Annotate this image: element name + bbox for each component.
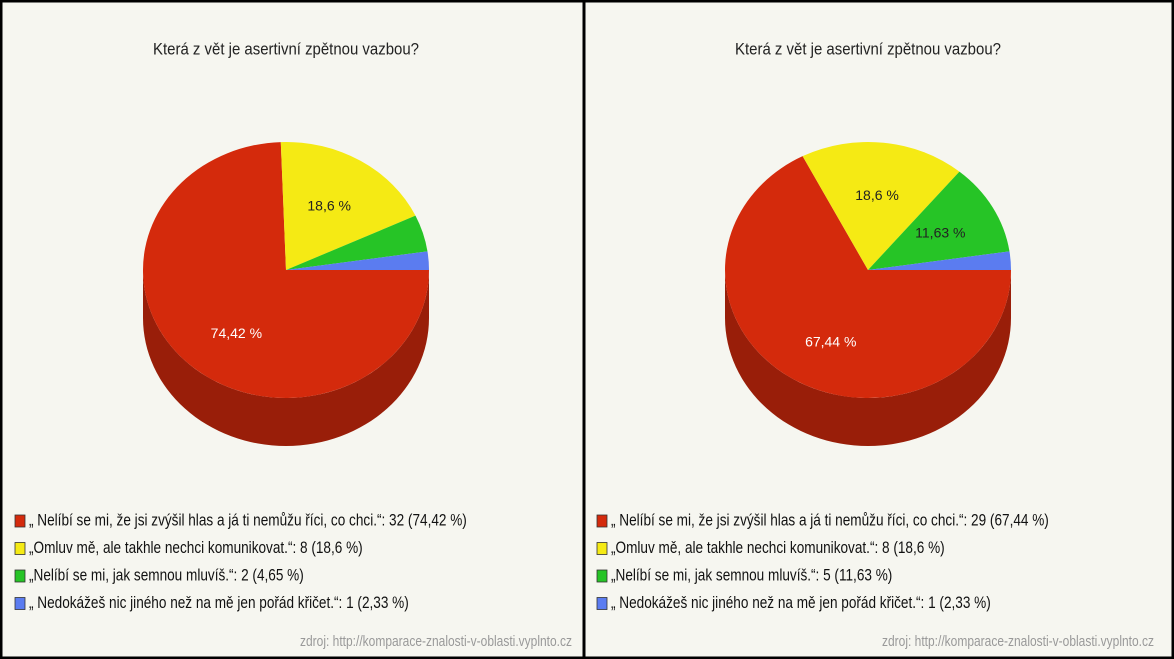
legend-swatch: [14, 597, 26, 610]
slice-label: 18,6 %: [855, 187, 899, 203]
source: zdroj: http://komparace-znalosti-v-oblas…: [882, 633, 1154, 650]
slice: [280, 142, 416, 270]
source: zdroj: http://komparace-znalosti-v-oblas…: [300, 633, 572, 650]
source-group: zdroj: http://komparace-znalosti-v-oblas…: [300, 633, 572, 650]
slice-side: [143, 270, 429, 446]
slice: [143, 142, 430, 398]
legend-swatch: [14, 569, 26, 583]
chart-title: Která z vět je asertivní zpětnou vazbou?: [735, 41, 1001, 59]
legend-label: „ Nedokážeš nic jiného než na mě jen poř…: [29, 594, 409, 613]
legend-swatch: [596, 597, 608, 610]
slice: [286, 215, 428, 270]
legend-swatch: [14, 514, 26, 528]
legend-entry: „ Nelíbí se mi, že jsi zvýšil hlas a já …: [29, 511, 467, 530]
legend-entry: „Nelíbí se mi, jak semnou mluvíš.“: 2 (4…: [29, 566, 304, 585]
source-group: zdroj: http://komparace-znalosti-v-oblas…: [882, 633, 1154, 650]
legend-swatch: [596, 514, 608, 528]
legend-label: „ Nelíbí se mi, že jsi zvýšil hlas a já …: [29, 511, 467, 530]
slice-label: 18,6 %: [307, 197, 351, 213]
legend-swatch: [596, 569, 608, 583]
legend-label: „Omluv mě, ale takhle nechci komunikovat…: [29, 539, 363, 558]
slice-side: [725, 270, 1011, 446]
legend-label: „ Nelíbí se mi, že jsi zvýšil hlas a já …: [611, 511, 1049, 530]
slice-label: 11,63 %: [915, 224, 965, 240]
legend-entry: „Nelíbí se mi, jak semnou mluvíš.“: 5 (1…: [611, 566, 892, 585]
slice: [802, 142, 960, 270]
slice-label: 74,42 %: [211, 325, 262, 341]
legend-label: „Nelíbí se mi, jak semnou mluvíš.“: 5 (1…: [611, 566, 892, 585]
legend-entry: „Omluv mě, ale takhle nechci komunikovat…: [29, 539, 363, 558]
slice: [286, 251, 429, 270]
legend-entry: „ Nedokážeš nic jiného než na mě jen poř…: [611, 594, 991, 613]
slice-label: 67,44 %: [805, 333, 856, 349]
slice: [868, 251, 1011, 270]
legend-label: „ Nedokážeš nic jiného než na mě jen poř…: [611, 594, 991, 613]
legend-label: „Omluv mě, ale takhle nechci komunikovat…: [611, 539, 945, 558]
legend-swatch: [596, 542, 608, 555]
legend-label: „Nelíbí se mi, jak semnou mluvíš.“: 2 (4…: [29, 566, 304, 585]
slice: [868, 171, 1010, 270]
legend-entry: „Omluv mě, ale takhle nechci komunikovat…: [611, 539, 945, 558]
legend-entry: „ Nedokážeš nic jiného než na mě jen poř…: [29, 594, 409, 613]
chart-title: Která z vět je asertivní zpětnou vazbou?: [153, 41, 419, 59]
legend-entry: „ Nelíbí se mi, že jsi zvýšil hlas a já …: [611, 511, 1049, 530]
slice: [725, 156, 1011, 398]
legend-swatch: [14, 542, 26, 555]
